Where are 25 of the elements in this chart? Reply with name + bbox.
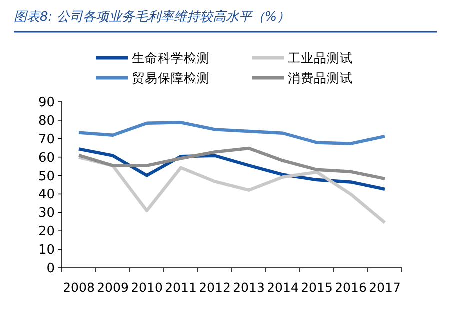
- y-tick-label: 90: [38, 96, 55, 110]
- legend-label: 贸易保障检测: [132, 70, 210, 86]
- x-tick-label: 2017: [369, 280, 401, 295]
- x-tick-label: 2015: [301, 280, 333, 295]
- x-tick-label: 2011: [165, 280, 197, 295]
- y-tick-label: 40: [38, 188, 55, 203]
- legend-label: 生命科学检测: [132, 50, 210, 66]
- y-tick-label: 80: [38, 114, 55, 129]
- y-tick-label: 70: [38, 132, 55, 148]
- y-tick-label: 10: [38, 243, 55, 258]
- x-tick-label: 2016: [335, 280, 367, 295]
- x-tick-label: 2008: [63, 280, 95, 295]
- x-tick-label: 2010: [131, 280, 163, 295]
- y-tick-label: 50: [38, 169, 55, 184]
- y-tick-label: 30: [38, 206, 55, 222]
- y-tick-label: 20: [38, 224, 55, 240]
- y-tick-label: 0: [46, 262, 55, 276]
- y-tick-label: 60: [38, 150, 55, 166]
- x-tick-label: 2009: [97, 280, 129, 295]
- x-tick-label: 2014: [267, 280, 299, 295]
- title: 图表8: 公司各项业务毛利率维持较高水平（%）: [14, 10, 290, 25]
- legend-label: 消费品测试: [288, 70, 353, 86]
- x-tick-label: 2013: [233, 280, 265, 295]
- x-tick-label: 2012: [199, 280, 231, 295]
- legend-label: 工业品测试: [288, 50, 353, 66]
